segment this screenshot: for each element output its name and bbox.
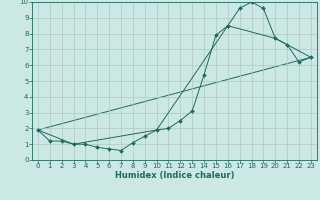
X-axis label: Humidex (Indice chaleur): Humidex (Indice chaleur) [115, 171, 234, 180]
